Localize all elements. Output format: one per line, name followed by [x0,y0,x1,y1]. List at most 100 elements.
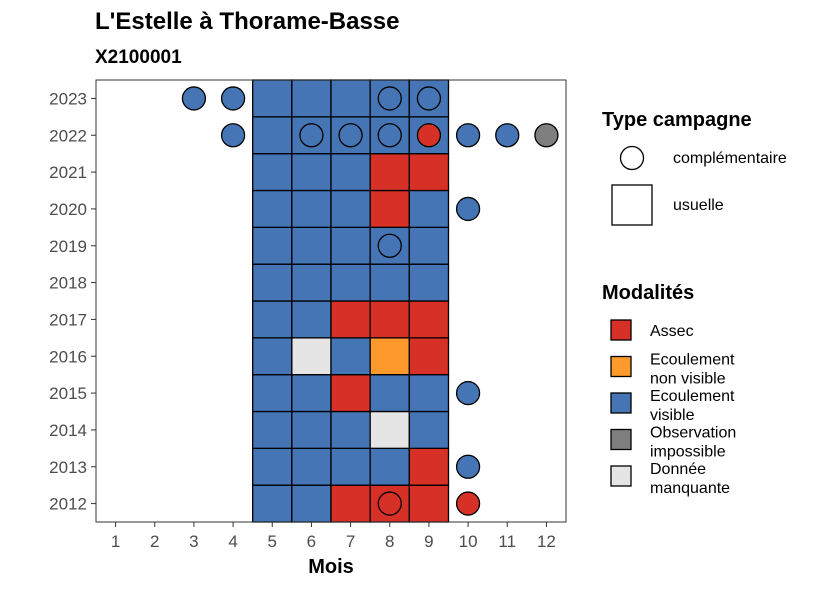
legend-modalite-label-0: Assec [650,323,694,340]
point-2022-4 [220,123,246,148]
legend-modalite-key-1 [610,355,632,378]
legend-modalites-title: Modalités [602,282,694,304]
y-tick-label-2017: 2017 [49,310,87,329]
plot-area [95,79,567,523]
tile-2021-7 [330,153,371,192]
x-tick-label-10: 10 [459,532,478,551]
tile-2014-5 [252,410,293,449]
tile-2018-9 [408,263,450,302]
y-axis: 2012 2013 2014 2015 2016 2017 2018 2019 2020 2021… [49,89,96,514]
y-tick-label-2019: 2019 [49,237,87,256]
tile-2014-6 [291,410,332,449]
y-tick-label-2016: 2016 [49,347,87,366]
tile-2023-6 [291,79,332,118]
tile-2013-7 [330,447,371,486]
point-2022-9 [416,123,442,148]
tile-2013-8 [369,447,410,486]
tile-2022-6 [291,116,332,155]
x-tick-label-9: 9 [424,532,433,551]
tile-2017-8 [369,300,410,339]
legend-modalite-label-3: Observation impossible [650,425,736,461]
x-tick-label-1: 1 [111,532,120,551]
tile-2020-9 [408,189,450,228]
legend-modalite-label-1: Ecoulement non visible [650,352,735,388]
x-tick-label-3: 3 [189,532,198,551]
tile-2014-9 [408,410,450,449]
x-tick-label-11: 11 [498,532,516,551]
point-2023-8 [377,86,402,111]
point-2022-11 [495,123,520,148]
x-tick-label-4: 4 [228,532,237,551]
point-2015-10 [455,380,481,406]
tile-2016-9 [408,337,450,376]
point-2022-10 [455,123,481,148]
tile-2016-7 [330,337,371,376]
tile-2016-6 [291,337,332,376]
y-tick-label-2021: 2021 [49,163,87,182]
tile-2019-7 [330,226,371,265]
tile-2020-5 [252,189,293,228]
legend-type-campagne: Type campagne complémentaire usuelle [602,109,787,226]
point-2012-10 [455,491,481,516]
tile-2021-8 [369,153,410,192]
usuelle-tiles [252,79,450,523]
point-2012-8 [377,491,402,516]
legend-modalite-label-4: Donnée manquante [650,461,730,497]
tile-2015-5 [252,374,293,413]
legend-type-label-complementaire: complémentaire [673,150,787,167]
point-2022-7 [338,123,363,148]
tile-2017-9 [408,300,450,339]
tile-2018-8 [369,263,410,302]
tile-2018-6 [291,263,332,302]
point-2019-8 [377,233,402,258]
tile-2017-5 [252,300,293,339]
legend-modalite-label-2: Ecoulement visible [650,388,735,424]
point-2022-12 [534,123,559,148]
tile-2021-5 [252,153,293,192]
tile-2012-7 [330,484,371,523]
tile-2020-6 [291,189,332,228]
y-tick-label-2020: 2020 [49,200,87,219]
y-tick-label-2013: 2013 [49,458,87,477]
plot-border [95,79,567,523]
legend-type-title: Type campagne [602,109,752,131]
tile-2012-9 [408,484,450,523]
tile-2015-8 [369,374,410,413]
tile-2020-8 [369,189,410,228]
y-tick-label-2012: 2012 [49,495,87,514]
legend-modalite-key-2 [610,392,632,414]
tile-2023-7 [330,79,371,118]
legend-type-key-complementaire [619,145,645,171]
x-tick-label-5: 5 [268,532,277,551]
tile-2014-7 [330,410,371,449]
y-tick-label-2022: 2022 [49,126,87,145]
tile-2018-5 [252,263,293,302]
tile-2016-5 [252,337,293,376]
tile-2021-9 [408,153,450,192]
x-axis-title: Mois [308,556,354,578]
y-tick-label-2018: 2018 [49,274,87,293]
point-2022-8 [377,123,402,148]
x-tick-label-8: 8 [385,532,394,551]
tile-2019-9 [408,226,450,265]
tile-2019-6 [291,226,332,265]
tile-2020-7 [330,189,371,228]
point-2020-10 [455,196,481,222]
complementaire-points [181,86,559,516]
x-tick-label-6: 6 [307,532,316,551]
tile-2022-5 [252,116,293,155]
legend-modalites: Modalités Assec Ecoulement non visibleEcou… [602,282,736,497]
x-tick-label-12: 12 [537,532,556,551]
x-tick-label-2: 2 [150,532,159,551]
point-2023-9 [416,86,442,111]
tile-2016-8 [369,337,410,376]
tile-2012-6 [291,484,332,523]
tile-2013-9 [408,447,450,486]
tile-2023-5 [252,79,293,118]
tile-2013-6 [291,447,332,486]
legend-type-label-usuelle: usuelle [673,197,724,214]
tile-2012-5 [252,484,293,523]
tile-2013-5 [252,447,293,486]
tile-2019-5 [252,226,293,265]
